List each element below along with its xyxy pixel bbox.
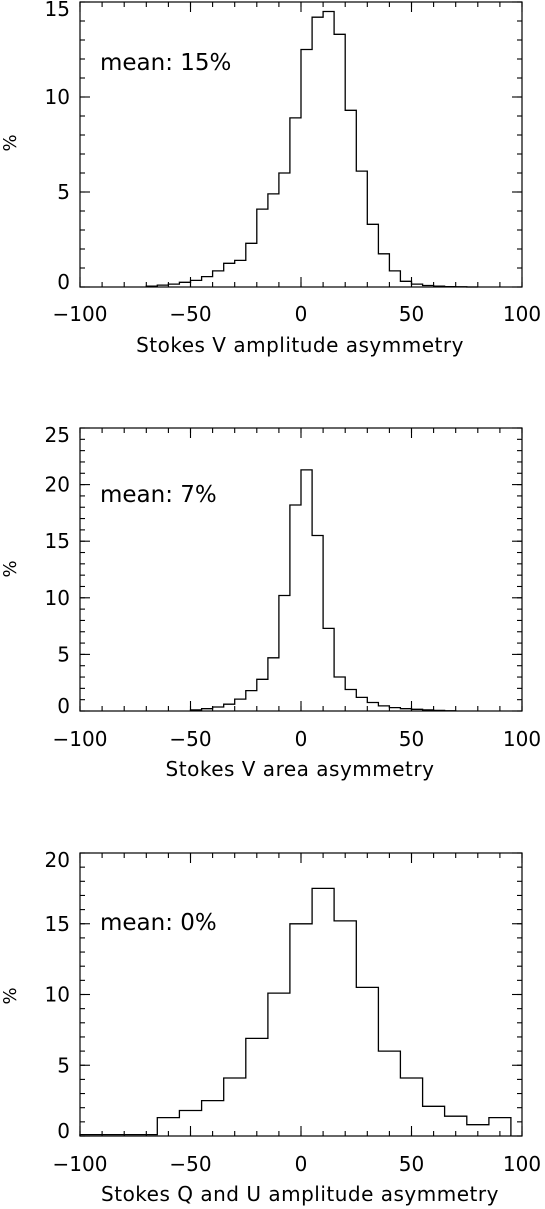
x-tick-label: 100 (503, 1152, 541, 1176)
y-tick-label: 5 (57, 1053, 70, 1077)
x-tick-label: 0 (295, 727, 308, 751)
y-tick-label: 15 (45, 0, 70, 21)
x-tick-label: 0 (295, 302, 308, 326)
x-tick-label: −50 (169, 302, 211, 326)
y-tick-label: 0 (57, 270, 70, 294)
mean-annotation: mean: 0% (100, 910, 217, 936)
y-axis-label: % (0, 987, 21, 1004)
x-tick-label: −100 (53, 727, 108, 751)
panel-qu-amplitude-asymmetry: −100 −50 0 50 100 0 5 10 15 20 mean: 0% Stokes Q … (0, 848, 541, 1206)
y-tick-label: 10 (45, 85, 70, 109)
y-tick-label: 5 (57, 642, 70, 666)
plot-frame (79, 852, 523, 1137)
x-tick-label: −100 (53, 302, 108, 326)
plot-frame (79, 1, 523, 288)
histogram-series (145, 10, 478, 288)
mean-annotation: mean: 7% (100, 482, 217, 508)
x-axis-label: Stokes Q and U amplitude asymmetry (101, 1182, 499, 1206)
x-tick-label: 0 (295, 1152, 308, 1176)
y-tick-label: 10 (45, 586, 70, 610)
y-tick-label: 20 (45, 473, 70, 497)
x-tick-label: −50 (169, 727, 211, 751)
plot-frame (79, 427, 523, 712)
y-tick-label: 15 (45, 529, 70, 553)
x-tick-label: −100 (53, 1152, 108, 1176)
x-axis-label: Stokes V amplitude asymmetry (136, 333, 464, 357)
panel-area-asymmetry: −100 −50 0 50 100 0 5 10 15 20 25 mean: 7% Stokes … (0, 423, 541, 781)
y-axis-label: % (0, 560, 21, 577)
x-tick-label: −50 (169, 1152, 211, 1176)
x-tick-label: 50 (399, 727, 424, 751)
x-tick-label: 50 (399, 302, 424, 326)
y-tick-label: 0 (57, 694, 70, 718)
x-tick-label: 100 (503, 727, 541, 751)
histogram-series (189, 469, 457, 712)
y-tick-label: 10 (45, 983, 70, 1007)
y-tick-label: 20 (45, 848, 70, 872)
y-axis-label: % (0, 134, 21, 151)
panel-amplitude-asymmetry: −100 −50 0 50 100 0 5 10 15 mean: 15% Stokes V a… (0, 0, 541, 357)
y-tick-label: 0 (57, 1119, 70, 1143)
x-tick-label: 50 (399, 1152, 424, 1176)
x-tick-label: 100 (503, 302, 541, 326)
y-tick-label: 15 (45, 912, 70, 936)
y-tick-label: 5 (57, 180, 70, 204)
histogram-series (79, 887, 512, 1136)
x-axis-label: Stokes V area asymmetry (166, 757, 435, 781)
mean-annotation: mean: 15% (100, 50, 231, 76)
y-tick-label: 25 (45, 423, 70, 447)
